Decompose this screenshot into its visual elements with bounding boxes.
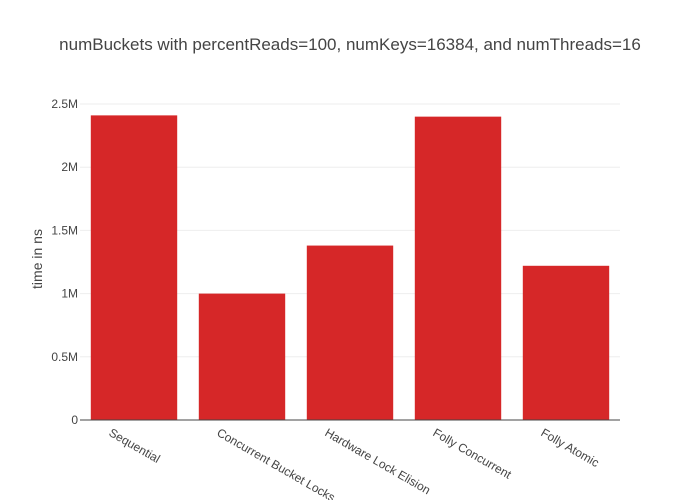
y-axis-title: time in ns xyxy=(29,229,45,289)
y-axis-ticks: 0 0.5M 1M 1.5M 2M 2.5M xyxy=(51,97,78,427)
x-tick-label: Concurrent Bucket Locks xyxy=(215,425,338,500)
chart-title: numBuckets with percentReads=100, numKey… xyxy=(59,35,641,54)
y-tick-label: 2M xyxy=(61,160,78,174)
x-tick-label: Hardware Lock Elision xyxy=(323,425,433,497)
bar xyxy=(414,116,502,420)
x-axis-ticks: Sequential Concurrent Bucket LocksHardwar… xyxy=(107,425,602,500)
y-tick-label: 1M xyxy=(61,287,78,301)
bars xyxy=(90,115,610,420)
bar xyxy=(198,293,286,420)
bar xyxy=(522,265,610,420)
bar xyxy=(306,245,394,420)
y-tick-label: 0 xyxy=(71,413,78,427)
y-tick-label: 1.5M xyxy=(51,223,78,237)
y-tick-label: 0.5M xyxy=(51,350,78,364)
x-tick-label: Folly Atomic xyxy=(539,425,602,469)
bar xyxy=(90,115,178,420)
x-tick-label: Folly Concurrent xyxy=(431,425,515,481)
y-tick-label: 2.5M xyxy=(51,97,78,111)
x-tick-label: Sequential xyxy=(107,425,163,465)
